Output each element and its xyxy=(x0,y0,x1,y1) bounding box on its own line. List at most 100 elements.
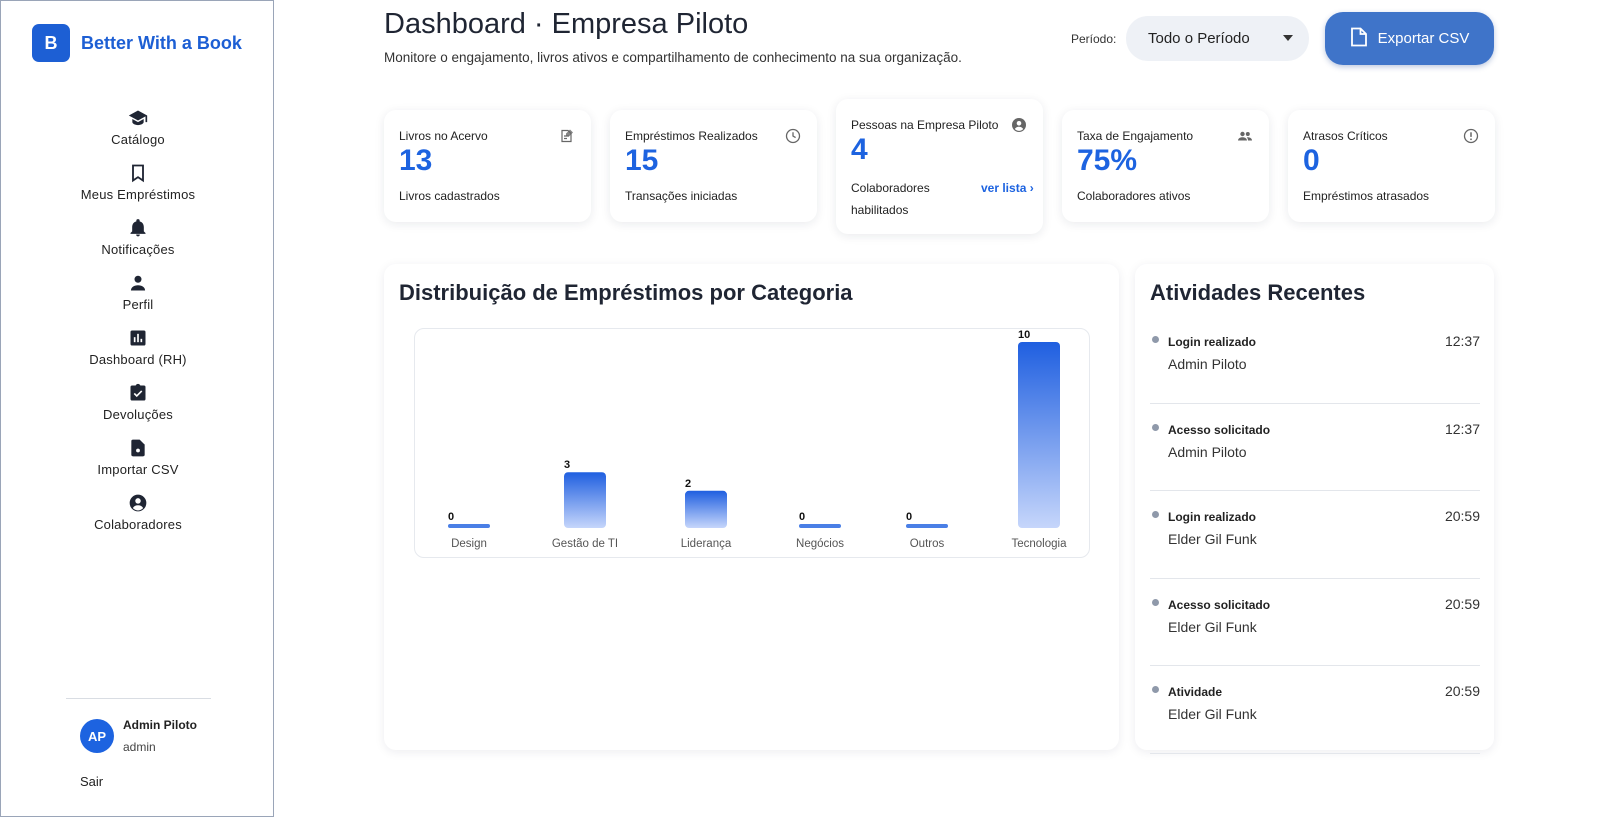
sidebar-item-label: Perfil xyxy=(122,297,154,312)
activity-title-text: Acesso solicitado xyxy=(1168,422,1271,437)
stat-title: Taxa de Engajamento xyxy=(1077,129,1194,143)
brand-name: Better With a Book xyxy=(81,32,242,53)
activity-item: Login realizado Elder Gil Funk 20:59 xyxy=(1150,491,1480,579)
activity-user: Admin Piloto xyxy=(1168,356,1247,372)
activity-list: Login realizado Admin Piloto 12:37 Acess… xyxy=(1150,316,1480,754)
sidebar-item-notificacoes[interactable]: Notificações xyxy=(1,217,275,272)
logout-link[interactable]: Sair xyxy=(80,774,104,789)
activity-time: 20:59 xyxy=(1444,595,1480,612)
sidebar-item-label: Colaboradores xyxy=(94,517,182,532)
brand-logo: B xyxy=(32,24,70,62)
sidebar-item-meus-emprestimos[interactable]: Meus Empréstimos xyxy=(1,162,275,217)
period-select-value: Todo o Período xyxy=(1148,30,1250,47)
graduation-cap-icon xyxy=(127,107,149,129)
activity-title-text: Login realizado xyxy=(1168,335,1257,349)
activity-user: Admin Piloto xyxy=(1168,443,1247,460)
bar-value-label: 0 xyxy=(799,511,805,523)
activity-user: Elder Gil Funk xyxy=(1168,706,1257,722)
stat-value: 4 xyxy=(851,133,868,166)
clipboard-check-icon xyxy=(127,382,149,404)
sidebar-item-importar-csv[interactable]: Importar CSV xyxy=(1,437,275,492)
x-tick-label: Gestão de TI xyxy=(552,538,618,550)
bar-design[interactable] xyxy=(448,524,490,528)
stat-title: Livros no Acervo xyxy=(399,129,488,143)
stat-value: 13 xyxy=(399,144,433,177)
account-circle-icon xyxy=(1011,117,1027,133)
activity-item: Atividade Elder Gil Funk 20:59 xyxy=(1150,666,1480,754)
period-label: Período: xyxy=(1071,32,1117,46)
activity-item: Login realizado Admin Piloto 12:37 xyxy=(1150,316,1480,404)
bar-liderança[interactable] xyxy=(685,490,727,528)
bar-value-label: 0 xyxy=(448,511,454,523)
stat-card-pessoas: Pessoas na Empresa Piloto 4 Colaboradore… xyxy=(836,99,1043,234)
stat-value: 75% xyxy=(1077,144,1138,177)
stat-value: 15 xyxy=(625,144,659,177)
caret-down-icon xyxy=(1283,35,1293,41)
activity-title-text: Acesso solicitado xyxy=(1168,597,1271,612)
stat-sub: Empréstimos atrasados xyxy=(1303,189,1430,203)
stat-sub: Transações iniciadas xyxy=(625,189,738,203)
activity-title-text: Atividade xyxy=(1168,685,1223,699)
sidebar-divider xyxy=(66,698,211,699)
activity-time: 12:37 xyxy=(1444,420,1480,437)
stat-sub: Colaboradores habilitados xyxy=(851,181,930,217)
page-title: Dashboard · Empresa Piloto xyxy=(384,8,749,40)
activity-dot xyxy=(1152,511,1159,518)
sidebar-item-devolucoes[interactable]: Devoluções xyxy=(1,382,275,437)
activity-title: Atividades Recentes xyxy=(1150,280,1366,305)
user-name: Admin Piloto xyxy=(123,718,197,732)
activity-title-text: Login realizado xyxy=(1168,510,1257,524)
x-tick-label: Outros xyxy=(910,538,945,550)
export-csv-label: Exportar CSV xyxy=(1377,30,1470,47)
stat-card-atrasos: Atrasos Críticos 0 Empréstimos atrasados xyxy=(1288,110,1495,222)
x-tick-label: Design xyxy=(451,538,487,550)
period-select[interactable]: Todo o Período xyxy=(1126,16,1309,61)
activity-time: 20:59 xyxy=(1444,508,1480,524)
stat-title: Empréstimos Realizados xyxy=(625,129,758,143)
user-info[interactable]: AP Admin Piloto admin xyxy=(80,718,197,754)
x-tick-label: Negócios xyxy=(796,538,844,550)
bar-value-label: 0 xyxy=(906,511,912,523)
clock-icon xyxy=(785,128,801,144)
bar-negócios[interactable] xyxy=(799,524,841,528)
sidebar: B Better With a Book Catálogo Meus Empré… xyxy=(0,0,274,817)
stat-card-engajamento: Taxa de Engajamento 75% Colaboradores at… xyxy=(1062,110,1269,222)
activity-dot xyxy=(1152,336,1159,343)
sidebar-item-perfil[interactable]: Perfil xyxy=(1,272,275,327)
sidebar-item-label: Catálogo xyxy=(111,132,165,147)
activity-item: Acesso solicitado Admin Piloto 12:37 xyxy=(1150,404,1480,491)
x-tick-label: Tecnologia xyxy=(1012,538,1068,550)
x-tick-label: Liderança xyxy=(681,538,732,550)
alert-circle-icon xyxy=(1463,128,1479,144)
bar-tecnologia[interactable] xyxy=(1018,342,1060,528)
activity-dot xyxy=(1152,598,1159,606)
sidebar-item-label: Meus Empréstimos xyxy=(80,187,196,202)
file-upload-icon xyxy=(127,437,149,459)
activity-time: 12:37 xyxy=(1444,333,1480,349)
chart-panel: Distribuição de Empréstimos por Categori… xyxy=(384,264,1119,750)
file-icon xyxy=(1350,27,1368,51)
bell-icon xyxy=(127,217,149,239)
sidebar-item-label: Dashboard (RH) xyxy=(89,352,187,367)
sidebar-item-label: Devoluções xyxy=(103,407,173,422)
user-role: admin xyxy=(123,740,156,754)
bar-chart: 0 Design 3 Gestão de TI 2 Liderança 0 Negócios 0… xyxy=(448,329,1068,550)
chart-frame xyxy=(414,328,1090,558)
stat-sub: Colaboradores ativos xyxy=(1077,189,1191,203)
sidebar-item-label: Importar CSV xyxy=(97,462,179,477)
stat-sub: Livros cadastrados xyxy=(399,189,500,203)
ver-lista-link[interactable]: ver lista › xyxy=(981,181,1034,195)
export-csv-button[interactable]: Exportar CSV xyxy=(1325,12,1494,65)
sidebar-nav: Catálogo Meus Empréstimos Notificações P… xyxy=(1,107,275,547)
sidebar-item-dashboard-rh[interactable]: Dashboard (RH) xyxy=(1,327,275,382)
bar-gestão-de-ti[interactable] xyxy=(564,472,606,528)
sidebar-item-label: Notificações xyxy=(101,242,175,257)
activity-user: Elder Gil Funk xyxy=(1168,618,1257,635)
brand[interactable]: B Better With a Book xyxy=(32,24,242,62)
sidebar-item-catalogo[interactable]: Catálogo xyxy=(1,107,275,162)
bar-outros[interactable] xyxy=(906,524,948,528)
sidebar-item-colaboradores[interactable]: Colaboradores xyxy=(1,492,275,547)
bookmark-icon xyxy=(127,162,149,184)
account-circle-icon xyxy=(127,492,149,514)
bar-value-label: 2 xyxy=(685,478,691,490)
